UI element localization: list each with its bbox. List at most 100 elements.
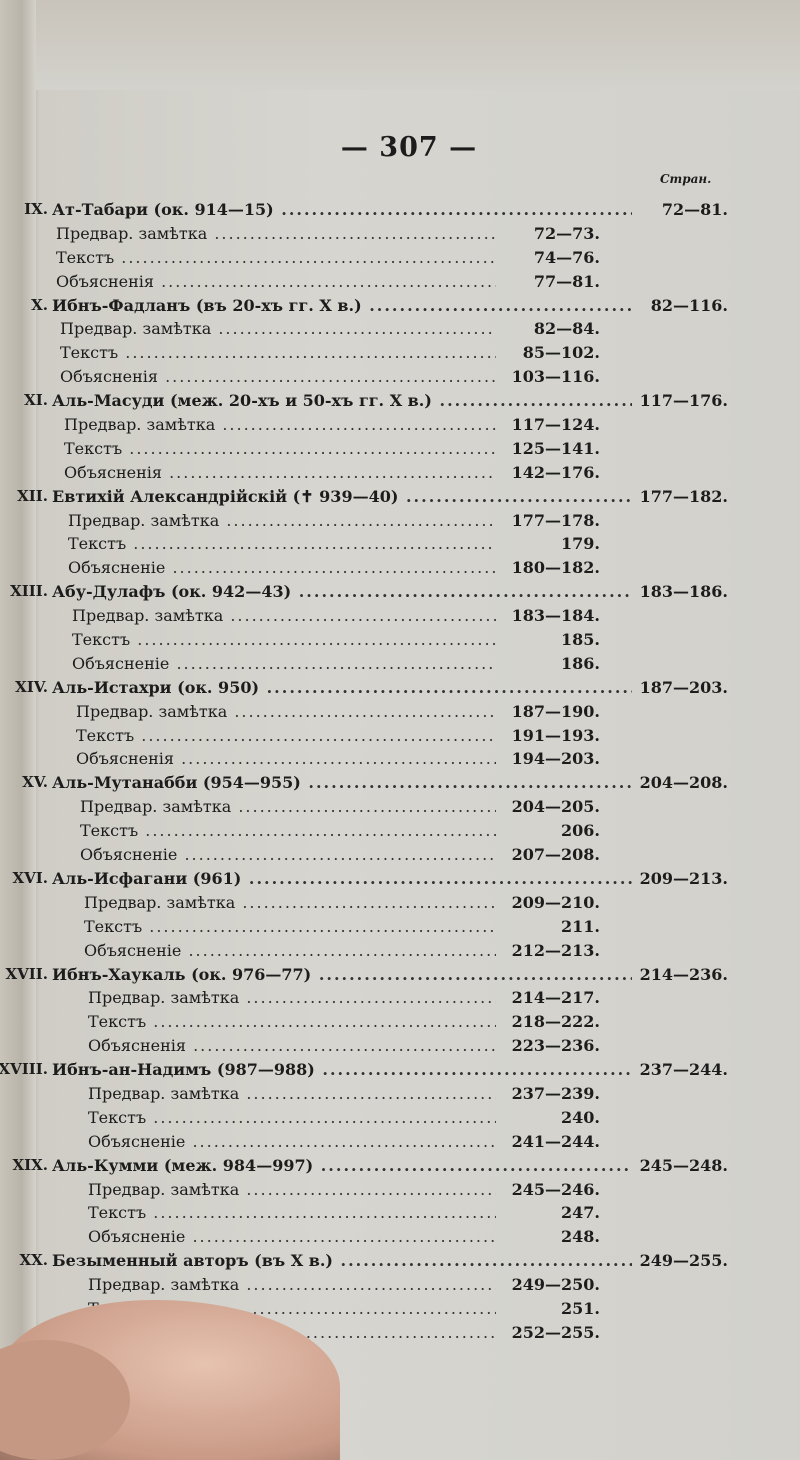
section-pages: 117—176. bbox=[639, 391, 728, 411]
dot-leader: ........................................… bbox=[165, 367, 496, 387]
toc-subitem: Предвар. замѣтка .......................… bbox=[18, 317, 800, 341]
toc-section-heading: XVIII. Ибнъ-ан-Надимъ (987—988) .........… bbox=[0, 1058, 800, 1082]
section-pages: 237—244. bbox=[639, 1060, 728, 1080]
subitem-label: Объясненія .............................… bbox=[76, 747, 496, 771]
section-title: Аль-Масуди (меж. 20-хъ и 50-хъ гг. X в.)… bbox=[52, 389, 632, 413]
subitem-label-text: Объясненіе bbox=[80, 845, 178, 865]
section-title: Ибнъ-Хаукаль (ок. 976—77) ..............… bbox=[52, 963, 632, 987]
dot-leader: ........................................… bbox=[246, 1179, 496, 1199]
subitem-label-text: Объясненія bbox=[76, 749, 174, 769]
toc-subitem: Объясненія .............................… bbox=[18, 270, 800, 294]
subitem-label: Объясненіе .............................… bbox=[88, 1225, 496, 1249]
section-numeral: XIII. bbox=[10, 582, 48, 601]
subitem-label-text: Текстъ bbox=[56, 247, 115, 267]
dot-leader: ........................................… bbox=[129, 438, 496, 458]
section-pages: 177—182. bbox=[639, 486, 728, 506]
section-pages: 204—208. bbox=[639, 773, 728, 793]
section-pages: 249—255. bbox=[639, 1251, 728, 1271]
dot-leader: ........................................… bbox=[242, 892, 496, 912]
dot-leader: ........................................… bbox=[169, 462, 496, 482]
subitem-pages: 191—193. bbox=[511, 725, 600, 745]
subitem-label: Текстъ .................................… bbox=[56, 246, 496, 270]
subitem-pages: 103—116. bbox=[511, 367, 600, 387]
toc-subitem: Предвар. замѣтка .......................… bbox=[18, 700, 800, 724]
subitem-pages: 241—244. bbox=[511, 1131, 600, 1151]
subitem-pages: 82—84. bbox=[533, 319, 600, 339]
dot-leader: ........................................… bbox=[222, 415, 496, 435]
subitem-label: Текстъ .................................… bbox=[80, 819, 496, 843]
section-numeral: IX. bbox=[24, 200, 48, 218]
subitem-label: Текстъ .................................… bbox=[84, 915, 496, 939]
table-of-contents: IX. Ат-Табари (ок. 914—15) ..............… bbox=[0, 198, 800, 1345]
subitem-pages: 74—76. bbox=[533, 247, 600, 267]
toc-subitem: Предвар. замѣтка .......................… bbox=[18, 795, 800, 819]
subitem-label-text: Объясненіе bbox=[72, 653, 170, 673]
toc-subitem: Объясненіе .............................… bbox=[18, 843, 800, 867]
subitem-label-text: Текстъ bbox=[84, 916, 143, 936]
dot-leader: ........................................… bbox=[184, 845, 496, 865]
subitem-pages: 142—176. bbox=[511, 462, 600, 482]
subitem-label: Объясненіе .............................… bbox=[72, 652, 496, 676]
subitem-label: Предвар. замѣтка .......................… bbox=[68, 509, 496, 533]
subitem-label-text: Предвар. замѣтка bbox=[88, 1179, 240, 1199]
subitem-label: Предвар. замѣтка .......................… bbox=[88, 1082, 496, 1106]
section-numeral: XVII. bbox=[5, 964, 48, 983]
subitem-label-text: Объясненія bbox=[56, 271, 154, 291]
subitem-label-text: Текстъ bbox=[72, 630, 131, 650]
toc-subitem: Текстъ .................................… bbox=[18, 532, 800, 556]
dot-leader: ........................................… bbox=[226, 510, 496, 530]
section-title-text: Аль-Кумми (меж. 984—997) bbox=[52, 1155, 314, 1175]
dot-leader: ........................................… bbox=[246, 1275, 496, 1295]
section-pages: 72—81. bbox=[661, 200, 728, 219]
dot-leader: ........................................… bbox=[281, 200, 632, 219]
dot-leader: ........................................… bbox=[439, 391, 633, 411]
dot-leader: ........................................… bbox=[188, 940, 496, 960]
toc-subitem: Объясненіе .............................… bbox=[18, 556, 800, 580]
subitem-label-text: Предвар. замѣтка bbox=[88, 1275, 240, 1295]
subitem-label-text: Текстъ bbox=[88, 1012, 147, 1032]
toc-subitem: Текстъ .................................… bbox=[18, 724, 800, 748]
section-title-text: Безыменный авторъ (въ X в.) bbox=[52, 1251, 333, 1271]
subitem-pages: 186. bbox=[561, 653, 600, 673]
section-pages: 187—203. bbox=[639, 677, 728, 697]
toc-section-heading: XX. Безыменный авторъ (въ X в.) .........… bbox=[18, 1249, 800, 1273]
section-numeral: XV. bbox=[22, 773, 48, 792]
dot-leader: ........................................… bbox=[172, 558, 496, 578]
subitem-label-text: Предвар. замѣтка bbox=[64, 415, 216, 435]
subitem-pages: 180—182. bbox=[511, 558, 600, 578]
subitem-label-text: Предвар. замѣтка bbox=[88, 1083, 240, 1103]
subitem-label: Объясненія .............................… bbox=[88, 1034, 496, 1058]
subitem-pages: 72—73. bbox=[533, 223, 600, 243]
dot-leader: ........................................… bbox=[218, 319, 496, 339]
subitem-pages: 212—213. bbox=[511, 940, 600, 960]
subitem-label-text: Объясненіе bbox=[88, 1131, 186, 1151]
subitem-pages: 223—236. bbox=[511, 1036, 600, 1056]
section-pages: 183—186. bbox=[639, 582, 728, 602]
subitem-label: Объясненія .............................… bbox=[64, 461, 496, 485]
toc-section-heading: XI. Аль-Масуди (меж. 20-хъ и 50-хъ гг. X … bbox=[18, 389, 800, 413]
toc-subitem: Объясненія .............................… bbox=[18, 461, 800, 485]
subitem-label-text: Текстъ bbox=[88, 1203, 147, 1223]
section-title-text: Аль-Исфагани (961) bbox=[52, 868, 242, 888]
toc-subitem: Предвар. замѣтка .......................… bbox=[18, 1082, 800, 1106]
section-title-text: Ибнъ-Фадланъ (въ 20-хъ гг. X в.) bbox=[52, 295, 362, 315]
dot-leader: ........................................… bbox=[248, 868, 632, 888]
section-title: Евтихій Александрійскій (✝ 939—40) .....… bbox=[52, 485, 632, 509]
toc-subitem: Предвар. замѣтка .......................… bbox=[18, 222, 800, 246]
subitem-label: Предвар. замѣтка .......................… bbox=[56, 222, 496, 246]
section-title: Ибнъ-Фадланъ (въ 20-хъ гг. X в.) .......… bbox=[52, 294, 632, 318]
dot-leader: ........................................… bbox=[318, 964, 632, 984]
subitem-pages: 251. bbox=[561, 1298, 600, 1318]
subitem-label: Текстъ .................................… bbox=[88, 1201, 496, 1225]
subitem-label-text: Объясненіе bbox=[84, 940, 182, 960]
subitem-label-text: Предвар. замѣтка bbox=[76, 701, 228, 721]
subitem-label: Предвар. замѣтка .......................… bbox=[76, 700, 496, 724]
subitem-label-text: Предвар. замѣтка bbox=[68, 510, 220, 530]
subitem-pages: 185. bbox=[561, 630, 600, 650]
section-title: Безыменный авторъ (въ X в.) ............… bbox=[52, 1249, 632, 1273]
subitem-label: Предвар. замѣтка .......................… bbox=[72, 604, 496, 628]
subitem-pages: 85—102. bbox=[522, 343, 600, 363]
dot-leader: ........................................… bbox=[153, 1107, 496, 1127]
dot-leader: ........................................… bbox=[234, 701, 496, 721]
subitem-pages: 117—124. bbox=[511, 415, 600, 435]
